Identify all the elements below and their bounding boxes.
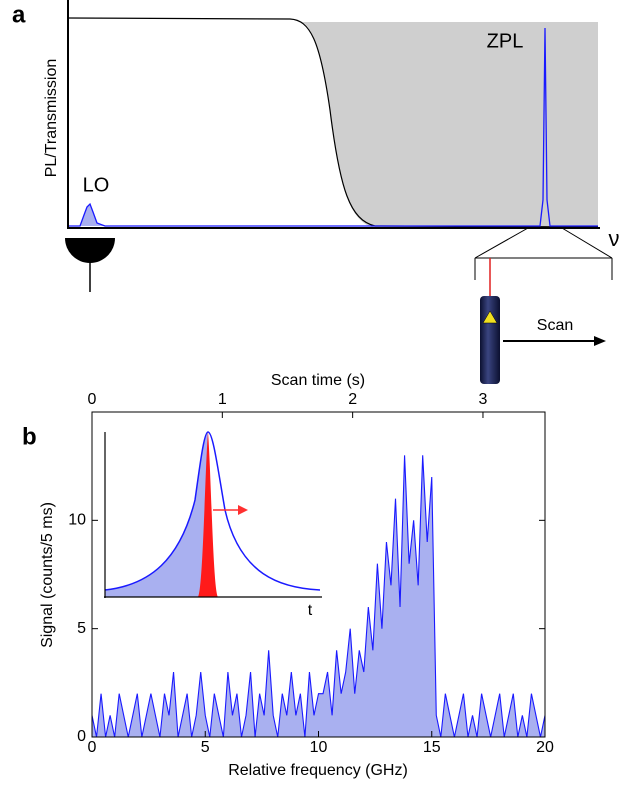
- inset-arrowhead: [238, 505, 248, 515]
- x-tick-label: 0: [88, 739, 97, 756]
- zpl-label: ZPL: [487, 30, 524, 52]
- x2-tick-label: 2: [348, 391, 357, 408]
- x-tick-label: 20: [536, 739, 554, 756]
- inset-x-label: t: [308, 602, 313, 619]
- y-axis-label: Signal (counts/5 ms): [39, 502, 56, 648]
- inset-fill: [105, 432, 208, 597]
- inset-laser-peak: [198, 432, 218, 597]
- x-axis-label: ν: [609, 226, 620, 251]
- inset-lorentzian: [104, 431, 321, 591]
- lo-label: LO: [83, 174, 110, 196]
- panel-label: b: [22, 423, 37, 450]
- x2-tick-label: 3: [479, 391, 488, 408]
- pl-spectrum: [68, 27, 598, 227]
- panel-label: a: [12, 1, 26, 28]
- laser-warning: [482, 310, 498, 324]
- x-tick-label: 5: [201, 739, 210, 756]
- zoom-bracket: [474, 227, 613, 280]
- laser: [480, 296, 500, 384]
- signal-line: [91, 455, 546, 738]
- x2-axis-label: Scan time (s): [271, 372, 365, 389]
- x2-tick-label: 1: [218, 391, 227, 408]
- scan-arrowhead: [594, 336, 606, 346]
- detector: [65, 238, 115, 263]
- y-tick-label: 0: [77, 728, 86, 745]
- plot: [91, 455, 546, 738]
- x-axis-label: Relative frequency (GHz): [228, 762, 408, 779]
- transmission-curve: [67, 17, 599, 228]
- x-tick-label: 15: [423, 739, 441, 756]
- x2-tick-label: 0: [88, 391, 97, 408]
- y-tick-label: 5: [77, 620, 86, 637]
- stopband-shade: [300, 22, 598, 228]
- x-tick-label: 10: [310, 739, 328, 756]
- scan-label: Scan: [537, 317, 573, 334]
- signal-area: [92, 455, 545, 737]
- y-tick-label: 10: [68, 512, 86, 529]
- y-axis-label: PL/Transmission: [43, 59, 60, 178]
